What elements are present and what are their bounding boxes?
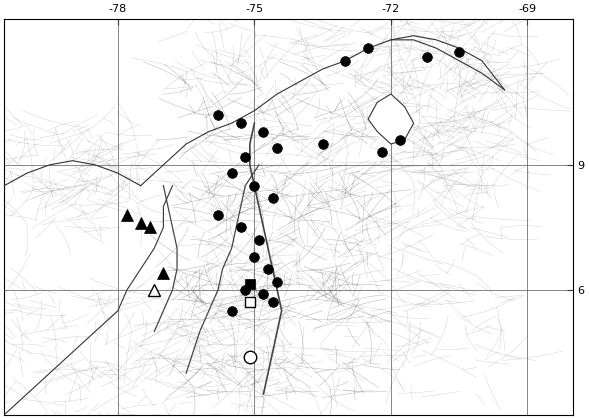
Polygon shape [368,94,413,144]
